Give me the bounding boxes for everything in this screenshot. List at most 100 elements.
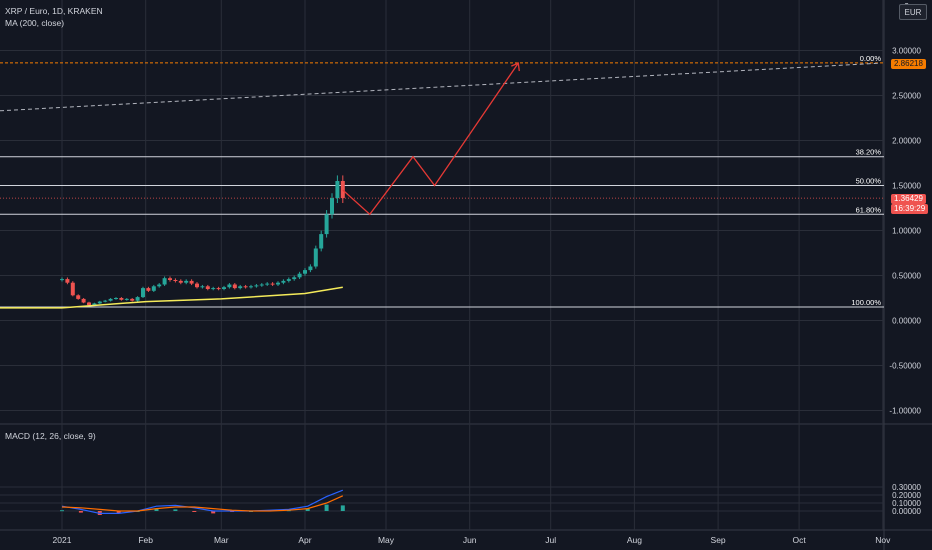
candle-body <box>146 288 151 291</box>
macd-y-tick-label: 0.30000 <box>892 483 921 492</box>
x-tick-label: Apr <box>298 535 311 545</box>
candle-body <box>216 288 221 290</box>
projection-path <box>342 62 519 216</box>
candle-body <box>286 279 291 281</box>
macd-histogram-bar <box>305 508 310 511</box>
currency-button[interactable]: EUR <box>899 4 927 20</box>
symbol-legend[interactable]: XRP / Euro, 1D, KRAKEN <box>5 6 103 16</box>
macd-histogram-bar <box>116 511 121 514</box>
candle-body <box>76 295 81 299</box>
candle-body <box>227 284 232 288</box>
macd-histogram-bar <box>78 511 83 513</box>
candle-body <box>173 280 178 281</box>
y-tick-label: 0.00000 <box>892 317 921 326</box>
x-tick-label: Feb <box>138 535 153 545</box>
candle-body <box>87 302 91 306</box>
candle-body <box>232 284 237 289</box>
candle-body <box>97 301 102 304</box>
candle-body <box>303 270 307 274</box>
candle-body <box>276 282 280 285</box>
candle-body <box>103 300 108 302</box>
x-tick-label: Oct <box>792 535 806 545</box>
macd-histogram-bar <box>154 508 159 511</box>
x-tick-label: Sep <box>711 535 726 545</box>
candle-body <box>162 278 167 285</box>
y-tick-label: 2.00000 <box>892 137 921 146</box>
candle-body <box>335 181 340 199</box>
macd-histogram-bar <box>211 511 216 514</box>
candle-body <box>151 286 156 291</box>
candle-body <box>195 283 199 288</box>
candle-body <box>200 286 205 288</box>
ma-200-line <box>61 286 343 309</box>
x-tick-label: Aug <box>627 535 642 545</box>
macd-y-tick-label: 0.10000 <box>892 499 921 508</box>
candle-body <box>265 283 270 285</box>
y-tick-label: 2.50000 <box>892 92 921 101</box>
candle-body <box>157 284 162 287</box>
y-tick-label: 1.00000 <box>892 227 921 236</box>
macd-y-tick-label: 0.20000 <box>892 491 921 500</box>
ma-legend[interactable]: MA (200, close) <box>5 18 65 28</box>
macd-y-tick-label: 0.00000 <box>892 507 921 516</box>
y-tick-label: 0.50000 <box>892 272 921 281</box>
candle-body <box>60 279 64 281</box>
candle-body <box>211 288 216 290</box>
projection-arrowhead <box>511 62 520 72</box>
macd-legend[interactable]: MACD (12, 26, close, 9) <box>5 431 96 441</box>
candle-body <box>281 280 286 283</box>
current-price-tag: 1.36429 <box>891 194 926 204</box>
fib-level-label: 0.00% <box>860 54 882 63</box>
macd-histogram-bar <box>340 505 345 511</box>
candle-body <box>292 277 297 280</box>
candle-body <box>270 283 275 285</box>
fib-level-label: 100.00% <box>851 298 881 307</box>
candle-body <box>205 286 210 289</box>
candle-body <box>168 278 172 280</box>
x-tick-label: Jul <box>545 535 556 545</box>
macd-histogram-bar <box>192 511 197 512</box>
y-tick-label: -1.00000 <box>889 407 921 416</box>
target-price-tag: 2.86218 <box>891 59 926 69</box>
macd-histogram-bar <box>173 509 178 511</box>
candle-body <box>313 248 318 267</box>
y-tick-label: -0.50000 <box>889 362 921 371</box>
candle-body <box>249 286 253 288</box>
candle-body <box>243 286 248 288</box>
x-tick-label: Mar <box>214 535 229 545</box>
x-tick-label: Nov <box>875 535 891 545</box>
candle-body <box>70 282 75 296</box>
signal-line <box>61 495 344 512</box>
candle-body <box>135 297 140 301</box>
y-tick-label: 3.00000 <box>892 47 921 56</box>
candle-body <box>324 214 329 235</box>
candle-body <box>81 298 86 303</box>
candle-body <box>297 273 302 278</box>
candle-body <box>308 266 313 271</box>
candle-body <box>130 298 135 301</box>
y-tick-label: 1.50000 <box>892 182 921 191</box>
x-tick-label: May <box>378 535 395 545</box>
candle-body <box>259 284 264 286</box>
candle-body <box>108 298 113 301</box>
candle-body <box>330 198 334 215</box>
fib-level-label: 50.00% <box>856 177 882 186</box>
fib-level-label: 61.80% <box>856 205 882 214</box>
x-tick-label: Jun <box>463 535 477 545</box>
candle-body <box>254 285 259 287</box>
x-tick-label: 2021 <box>53 535 72 545</box>
candle-body <box>340 181 345 199</box>
macd-line <box>61 489 344 515</box>
candle-body <box>119 298 124 300</box>
fib-level-label: 38.20% <box>856 148 882 157</box>
macd-histogram-bar <box>324 504 329 511</box>
candle-body <box>238 286 243 289</box>
candle-body <box>124 298 129 300</box>
candle-body <box>184 280 189 283</box>
candle-body <box>189 280 194 284</box>
candle-body <box>222 287 226 289</box>
candle-body <box>92 303 97 306</box>
candle-body <box>65 279 70 283</box>
candle-body <box>141 288 145 298</box>
